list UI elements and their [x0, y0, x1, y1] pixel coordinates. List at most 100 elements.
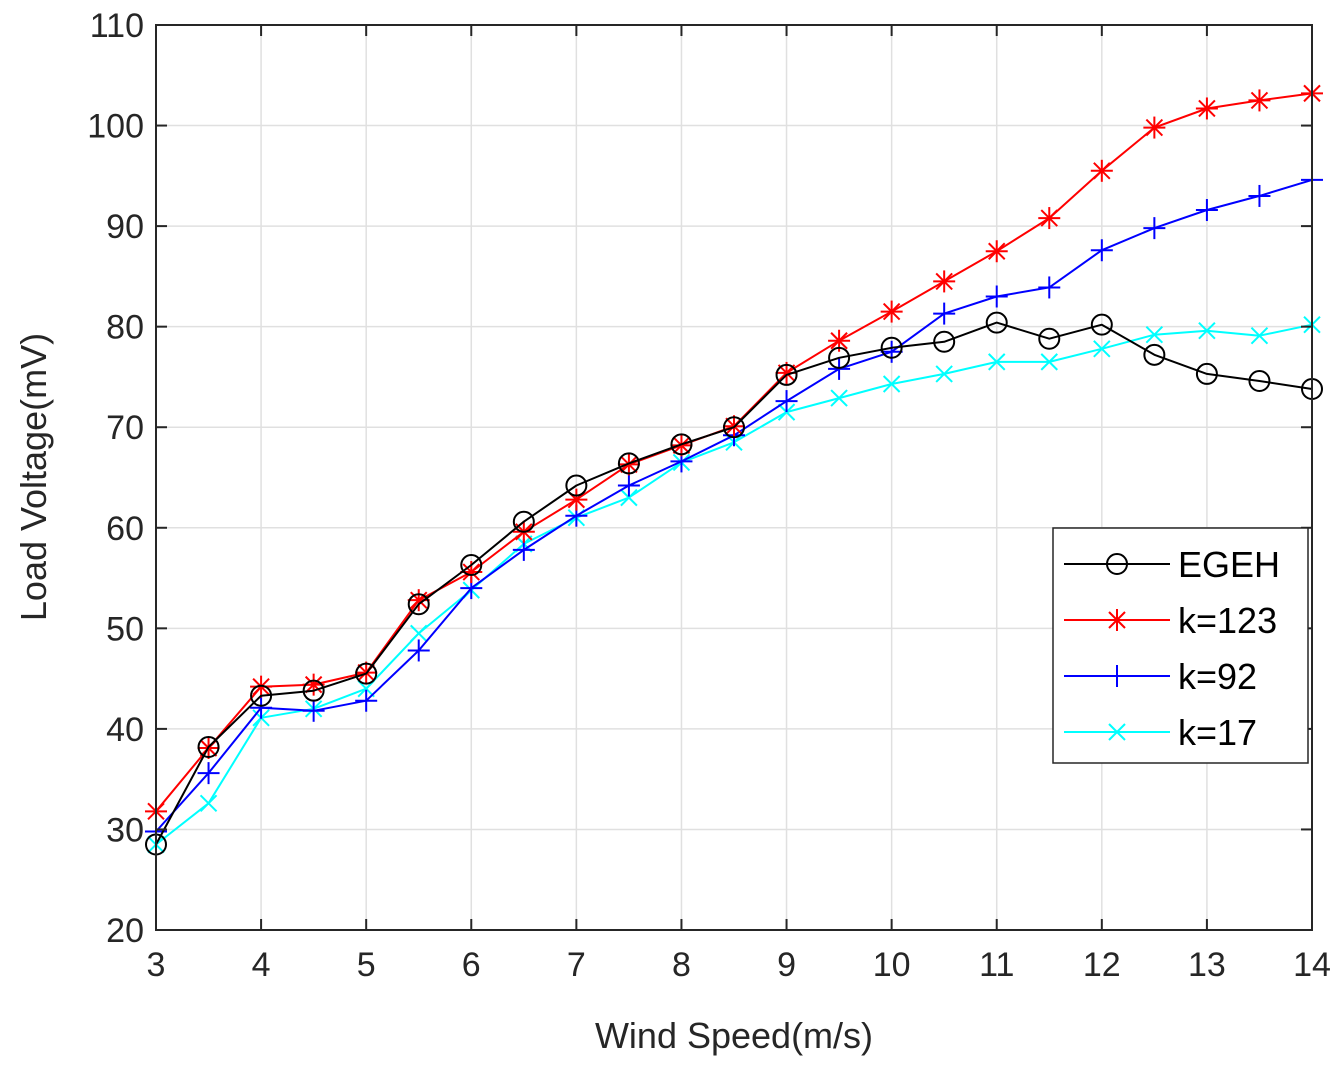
data-point-k-17: [777, 403, 796, 421]
data-point-egeh: [565, 474, 588, 497]
y-tick-label: 50: [106, 610, 144, 648]
data-point-k-92: [933, 302, 956, 325]
y-tick-label: 90: [106, 208, 144, 246]
data-point-k-92: [1195, 199, 1218, 222]
data-point-k-17: [199, 794, 218, 813]
x-tick-label: 10: [873, 946, 911, 984]
data-point-egeh: [775, 363, 798, 386]
data-point-k-92: [1038, 276, 1061, 299]
data-point-egeh: [355, 662, 378, 685]
data-point-egeh: [670, 433, 693, 456]
data-point-egeh: [512, 510, 535, 533]
x-tick-label: 4: [252, 946, 271, 984]
x-tick-label: 8: [672, 946, 691, 984]
data-point-k-92: [407, 639, 430, 662]
data-point-k-92: [1143, 217, 1166, 240]
x-tick-label: 14: [1293, 946, 1331, 984]
data-point-k-123: [1143, 116, 1166, 139]
y-tick-label: 60: [106, 510, 144, 548]
data-point-k-17: [620, 488, 638, 507]
y-tick-label: 20: [106, 912, 144, 950]
data-point-egeh: [880, 336, 903, 359]
data-point-egeh: [1195, 362, 1218, 385]
data-point-egeh: [302, 679, 325, 702]
data-point-k-123: [880, 300, 903, 323]
plot-frame: [155, 24, 1313, 931]
data-point-egeh: [250, 684, 273, 707]
data-point-k-92: [828, 357, 851, 380]
x-tick-label: 11: [979, 946, 1014, 984]
y-tick-label: 30: [106, 811, 144, 849]
data-point-k-123: [1248, 89, 1271, 112]
legend-entry-k-17: k=17: [1064, 712, 1257, 753]
legend-label: k=17: [1178, 712, 1257, 753]
x-tick-label: 5: [357, 946, 376, 984]
data-point-k-92: [880, 340, 903, 363]
y-tick-label: 110: [90, 7, 144, 45]
data-point-k-92: [775, 390, 798, 413]
legend-marker-k-123: [1106, 609, 1128, 631]
legend-entry-egeh: EGEH: [1064, 544, 1280, 585]
y-axis-title: Load Voltage(mV): [13, 333, 54, 621]
data-point-k-92: [302, 699, 325, 722]
legend-entry-k-92: k=92: [1064, 656, 1257, 697]
x-tick-label: 9: [777, 946, 796, 984]
data-point-egeh: [197, 735, 220, 758]
series-egeh: [145, 311, 1323, 856]
data-point-egeh: [1090, 313, 1113, 336]
data-point-k-17: [1093, 340, 1111, 358]
data-point-k-17: [410, 624, 428, 643]
x-axis-title: Wind Speed(m/s): [595, 1015, 873, 1056]
legend-marker-k-92: [1106, 665, 1128, 687]
legend-box: [1052, 527, 1309, 764]
data-point-k-123: [1090, 159, 1113, 182]
data-point-k-92: [1248, 184, 1271, 207]
data-point-k-92: [1090, 239, 1113, 262]
legend-marker-k-17: [1108, 723, 1126, 741]
data-point-k-92: [985, 285, 1008, 308]
x-tick-label: 13: [1188, 946, 1226, 984]
data-point-egeh: [828, 346, 851, 369]
data-point-k-17: [935, 365, 953, 383]
plot-background: [156, 25, 1312, 930]
data-point-k-17: [1198, 321, 1216, 340]
data-point-egeh: [407, 593, 430, 616]
data-point-egeh: [985, 311, 1008, 334]
data-point-egeh: [723, 416, 745, 439]
legend: EGEH k=123 k=92 k=17: [1052, 527, 1309, 764]
x-tick-label: 6: [462, 946, 481, 984]
data-point-k-123: [407, 589, 430, 612]
x-tick-label: 12: [1083, 946, 1121, 984]
data-point-k-123: [1038, 207, 1061, 230]
data-point-egeh: [1038, 327, 1061, 350]
data-point-k-17: [1145, 326, 1164, 344]
data-point-k-17: [1250, 327, 1269, 345]
data-point-egeh: [1248, 369, 1271, 392]
data-point-k-17: [882, 375, 901, 393]
data-point-egeh: [1143, 343, 1166, 366]
legend-entry-k-123: k=123: [1064, 600, 1277, 641]
data-point-k-17: [830, 389, 848, 407]
y-tick-label: 40: [106, 711, 144, 749]
data-point-k-123: [1195, 97, 1218, 120]
data-point-egeh: [460, 553, 483, 576]
legend-marker-egeh: [1106, 553, 1128, 575]
data-point-egeh: [933, 330, 956, 353]
x-tick-label: 3: [147, 946, 166, 984]
data-point-k-17: [988, 353, 1006, 371]
legend-label: k=123: [1178, 600, 1277, 641]
data-point-k-92: [250, 696, 273, 719]
data-point-k-92: [617, 474, 640, 497]
data-point-k-92: [355, 689, 378, 712]
x-tick-label: 7: [567, 946, 586, 984]
legend-label: k=92: [1178, 656, 1257, 697]
data-point-k-123: [985, 240, 1008, 263]
data-point-k-17: [357, 679, 375, 698]
x-axis-ticks: 3 4 5 6 7 8 9 10 11 12 13 14: [147, 25, 1331, 984]
series-line-egeh: [155, 321, 1313, 845]
y-tick-label: 100: [87, 108, 144, 146]
y-tick-label: 80: [106, 309, 144, 347]
data-point-k-123: [933, 270, 956, 293]
data-point-k-92: [197, 762, 220, 785]
